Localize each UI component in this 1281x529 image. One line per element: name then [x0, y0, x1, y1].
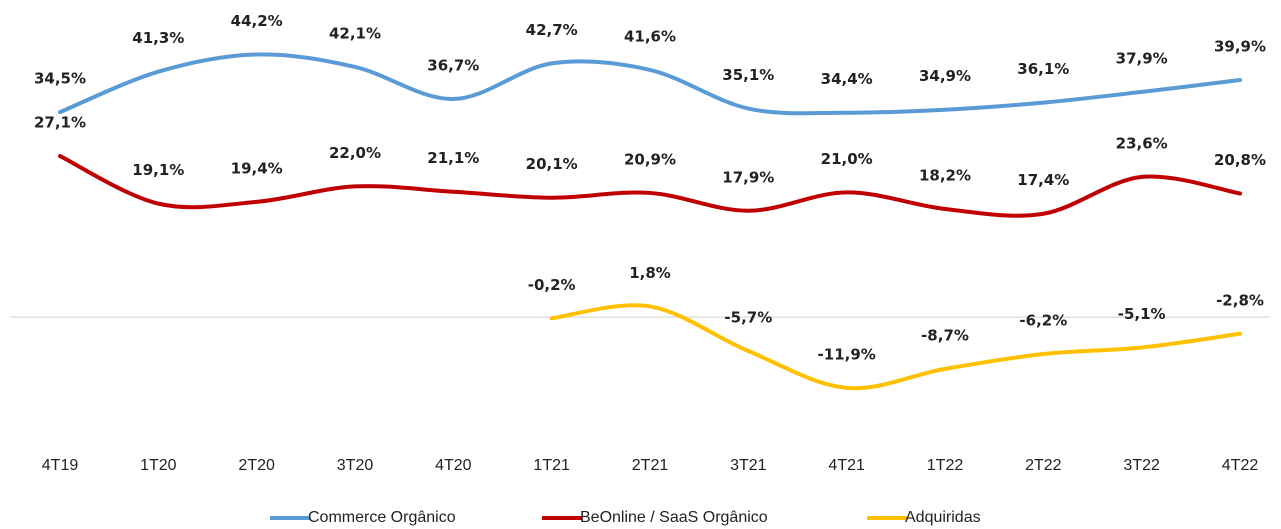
- x-tick-label: 4T22: [1222, 457, 1259, 474]
- data-label: -11,9%: [818, 345, 876, 363]
- series-line: [58, 52, 1242, 116]
- x-tick-label: 4T21: [828, 457, 865, 474]
- data-label: 23,6%: [1116, 134, 1168, 152]
- data-label: 36,1%: [1017, 60, 1069, 78]
- data-label: 34,5%: [34, 70, 86, 88]
- data-label: 18,2%: [919, 166, 971, 184]
- data-label: 20,1%: [526, 155, 578, 173]
- data-label: 35,1%: [722, 66, 774, 84]
- data-label: 41,3%: [132, 29, 184, 47]
- data-label: 20,8%: [1214, 151, 1266, 169]
- legend-label: Commerce Orgânico: [308, 509, 456, 526]
- data-label: -6,2%: [1019, 311, 1067, 329]
- x-tick-label: 2T22: [1025, 457, 1062, 474]
- x-tick-label: 2T20: [238, 457, 275, 474]
- data-label: -5,7%: [724, 309, 772, 327]
- data-label: 41,6%: [624, 27, 676, 45]
- x-tick-label: 3T20: [337, 457, 374, 474]
- x-tick-label: 2T21: [632, 457, 669, 474]
- data-label: 34,4%: [821, 70, 873, 88]
- data-label: -0,2%: [528, 276, 576, 294]
- data-label: -2,8%: [1216, 291, 1264, 309]
- data-label: 20,9%: [624, 150, 676, 168]
- data-label: 19,4%: [231, 159, 283, 177]
- data-label: 21,1%: [427, 149, 479, 167]
- x-tick-label: 4T20: [435, 457, 472, 474]
- data-label: 21,0%: [821, 150, 873, 168]
- x-tick-label: 1T21: [533, 457, 570, 474]
- data-label: 42,7%: [526, 21, 578, 39]
- x-tick-label: 4T19: [42, 457, 79, 474]
- data-label: 22,0%: [329, 144, 381, 162]
- data-label: 1,8%: [629, 264, 671, 282]
- data-label: 42,1%: [329, 24, 381, 42]
- x-tick-label: 1T20: [140, 457, 177, 474]
- data-label: -5,1%: [1118, 305, 1166, 323]
- data-label: 37,9%: [1116, 49, 1168, 67]
- data-label: 17,4%: [1017, 171, 1069, 189]
- legend-label: Adquiridas: [905, 509, 981, 526]
- data-label: 44,2%: [231, 12, 283, 30]
- data-label: 36,7%: [427, 57, 479, 75]
- x-tick-label: 1T22: [927, 457, 964, 474]
- data-label: 27,1%: [34, 114, 86, 132]
- data-label: 19,1%: [132, 161, 184, 179]
- data-label: -8,7%: [921, 326, 969, 344]
- x-tick-label: 3T21: [730, 457, 767, 474]
- data-label: 39,9%: [1214, 38, 1266, 56]
- data-label: 34,9%: [919, 67, 971, 85]
- data-label: 17,9%: [722, 168, 774, 186]
- x-tick-label: 3T22: [1123, 457, 1160, 474]
- series-line: [58, 154, 1242, 218]
- legend-label: BeOnline / SaaS Orgânico: [580, 509, 768, 526]
- series-line: [549, 303, 1242, 391]
